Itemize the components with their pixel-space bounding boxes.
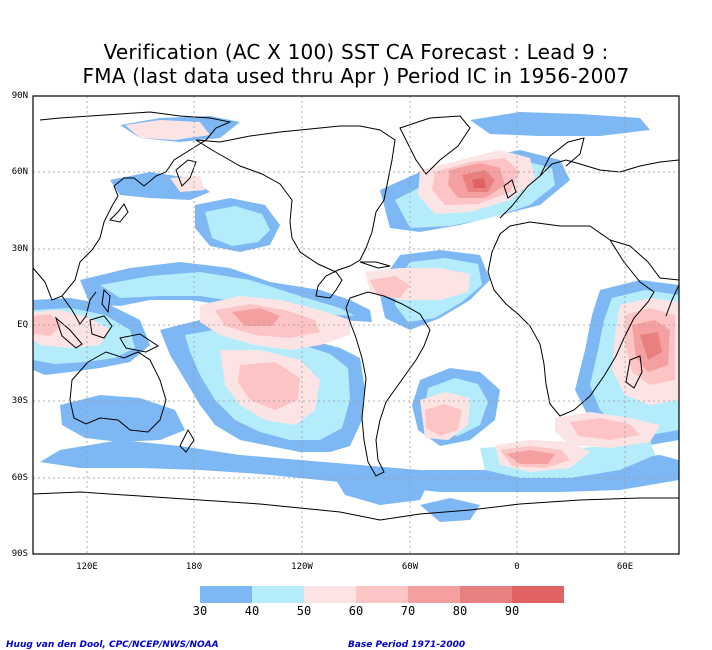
- base-period-text: Base Period 1971-2000: [348, 640, 466, 650]
- shade-indian-dark: [640, 332, 662, 360]
- x-tick-label: 180: [185, 562, 203, 572]
- shade-sam-west-blue: [330, 465, 430, 505]
- y-tick-label: 30N: [11, 244, 28, 254]
- shade-pacific-red: [232, 308, 280, 326]
- coast-borneo: [89, 315, 113, 339]
- coast-antarctica: [33, 491, 679, 521]
- coast-britain: [503, 179, 517, 199]
- shade-pacific-central-cyan: [205, 206, 270, 246]
- coast-newzealand: [179, 428, 195, 453]
- colorbar-swatch: [200, 586, 252, 603]
- coast-arabia: [609, 239, 679, 281]
- x-tick-label: 60W: [401, 562, 419, 572]
- shade-satl-red: [506, 450, 555, 464]
- shade-npac-pink: [170, 176, 205, 192]
- coast-kamchatka: [175, 159, 197, 187]
- y-tick-label: 90N: [11, 91, 28, 101]
- coastlines: [33, 111, 679, 521]
- coast-europe: [499, 159, 679, 219]
- colorbar-label: 60: [348, 604, 364, 618]
- x-tick-label: 120W: [291, 562, 313, 572]
- shade-atl-north-darkest: [472, 178, 486, 188]
- credit-text: Huug van den Dool, CPC/NCEP/NWS/NOAA: [6, 640, 219, 650]
- colorbar-label: 40: [244, 604, 260, 618]
- coast-japan: [108, 203, 129, 223]
- correlation-shading: [33, 112, 679, 522]
- coast-madagascar: [625, 355, 643, 389]
- y-tick-label: 60N: [11, 167, 28, 177]
- coast-scandinavia: [539, 137, 585, 177]
- coast-india: [665, 284, 679, 317]
- shade-arctic-east-blue: [470, 112, 650, 136]
- colorbar-swatch: [408, 586, 460, 603]
- map-title-line-2: FMA (last data used thru Apr ) Period IC…: [82, 64, 630, 88]
- colorbar-label: 80: [452, 604, 468, 618]
- map-title-line-1: Verification (AC X 100) SST CA Forecast …: [103, 40, 609, 64]
- coast-cuba: [359, 261, 391, 269]
- x-tick-label: 120E: [76, 562, 98, 572]
- colorbar-swatch: [460, 586, 512, 603]
- colorbar-swatch: [356, 586, 408, 603]
- colorbar-label: 70: [400, 604, 416, 618]
- coast-north-america: [195, 125, 396, 299]
- x-tick-label: 60E: [616, 562, 634, 572]
- shade-satl-pink2: [425, 404, 462, 436]
- shade-wpac-pink2: [33, 314, 62, 336]
- y-tick-label: 90S: [11, 549, 28, 559]
- coast-south-america: [345, 291, 431, 477]
- x-tick-label: 0: [514, 562, 520, 572]
- coast-australia: [69, 351, 167, 433]
- coast-greenland: [399, 115, 471, 175]
- shade-tasman-blue: [60, 395, 185, 442]
- coast-sumatra: [54, 316, 83, 349]
- coast-philippines: [101, 288, 111, 314]
- shade-weddell-blue: [420, 498, 480, 522]
- y-tick-label: 30S: [11, 396, 28, 406]
- map-frame: [32, 95, 680, 555]
- coast-africa: [487, 221, 655, 417]
- colorbar-label: 50: [296, 604, 312, 618]
- shade-carib-pink2: [370, 276, 410, 298]
- y-tick-label: EQ: [17, 320, 28, 330]
- coast-indochina: [61, 291, 97, 325]
- colorbar-swatch: [512, 586, 564, 603]
- colorbar-swatch: [252, 586, 304, 603]
- colorbar-label: 30: [192, 604, 208, 618]
- y-tick-label: 60S: [11, 473, 28, 483]
- colorbar-swatch: [304, 586, 356, 603]
- colorbar-label: 90: [504, 604, 520, 618]
- graticule: [33, 96, 679, 554]
- colorbar: [200, 586, 564, 603]
- shade-pacific-sub-pink2: [238, 362, 300, 410]
- shade-arctic-pink: [125, 120, 210, 140]
- shade-indian-south-pink2: [570, 418, 640, 440]
- coast-asia-west: [33, 111, 232, 301]
- coast-newguinea: [119, 333, 159, 353]
